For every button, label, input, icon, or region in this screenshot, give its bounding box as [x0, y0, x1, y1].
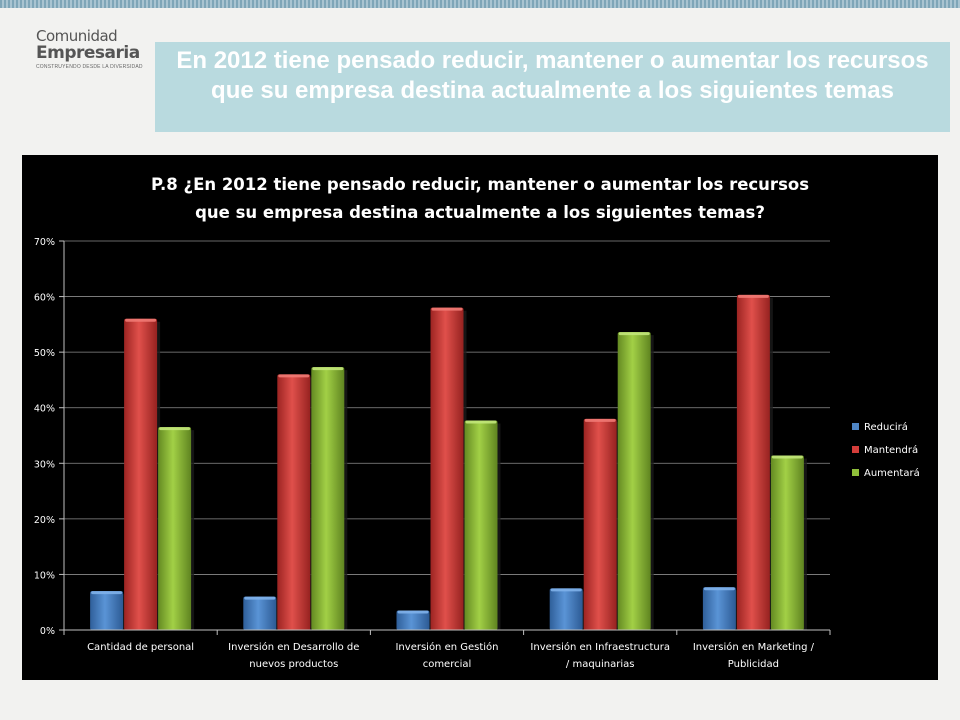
bar-top-highlight: [618, 332, 650, 336]
bar-Mantendrá: [430, 307, 464, 630]
x-tick-label: nuevos productos: [249, 659, 338, 670]
legend-swatch-Reducirá: [852, 423, 859, 430]
chart-title-line: P.8 ¿En 2012 tiene pensado reducir, mant…: [151, 175, 809, 194]
bar-Mantendrá: [583, 418, 617, 630]
legend-swatch-Mantendrá: [852, 446, 859, 453]
y-tick-label: 10%: [34, 570, 55, 581]
x-tick-label: Cantidad de personal: [87, 642, 194, 653]
y-tick-label: 70%: [34, 237, 55, 248]
bar-top-highlight: [584, 418, 616, 422]
x-tick-label: Inversión en Desarrollo de: [228, 641, 359, 653]
chart-title-line: que su empresa destina actualmente a los…: [195, 203, 765, 222]
y-tick-label: 20%: [34, 515, 55, 526]
y-tick-label: 60%: [34, 293, 55, 304]
bar-top-highlight: [397, 610, 429, 614]
y-tick-label: 40%: [34, 404, 55, 415]
bar-top-highlight: [244, 596, 276, 600]
bar-Aumentará: [770, 455, 804, 630]
legend-label: Reducirá: [864, 421, 908, 433]
bar-top-highlight: [159, 427, 191, 431]
bar-Reducirá: [243, 596, 277, 630]
bar-top-highlight: [771, 455, 803, 459]
y-tick-label: 30%: [34, 459, 55, 470]
top-decorative-strip: [0, 0, 960, 8]
x-tick-label: / maquinarias: [566, 659, 635, 670]
bar-Reducirá: [90, 591, 124, 630]
bar-Aumentará: [464, 420, 498, 630]
bar-top-highlight: [737, 294, 769, 298]
x-tick-label: Publicidad: [728, 659, 779, 670]
x-tick-label: Inversión en Infraestructura: [530, 641, 670, 653]
logo-tagline: CONSTRUYENDO DESDE LA DIVERSIDAD: [36, 64, 143, 70]
bar-Reducirá: [396, 610, 430, 630]
y-tick-label: 0%: [40, 626, 55, 637]
y-tick-label: 50%: [34, 348, 55, 359]
chart-container: P.8 ¿En 2012 tiene pensado reducir, mant…: [22, 155, 938, 680]
legend-swatch-Aumentará: [852, 469, 859, 476]
slide-title: En 2012 tiene pensado reducir, mantener …: [176, 47, 929, 104]
bar-top-highlight: [465, 420, 497, 424]
bar-Aumentará: [158, 427, 192, 630]
bar-chart: P.8 ¿En 2012 tiene pensado reducir, mant…: [34, 175, 920, 670]
x-tick-label: Inversión en Marketing /: [693, 641, 815, 653]
bar-Aumentará: [617, 332, 651, 630]
slide-title-band: En 2012 tiene pensado reducir, mantener …: [155, 42, 950, 132]
x-tick-label: Inversión en Gestión: [395, 641, 498, 653]
x-tick-label: comercial: [423, 659, 472, 670]
bar-top-highlight: [431, 307, 463, 311]
bar-Mantendrá: [277, 374, 311, 630]
logo-line-1: Comunidad: [36, 27, 118, 45]
bar-Mantendrá: [736, 294, 770, 630]
bar-top-highlight: [703, 587, 735, 591]
bar-Mantendrá: [124, 318, 158, 630]
logo-line-2: Empresaria: [36, 43, 140, 63]
legend-label: Mantendrá: [864, 444, 918, 456]
bar-top-highlight: [125, 318, 157, 322]
bar-Aumentará: [311, 367, 345, 630]
legend-label: Aumentará: [864, 467, 920, 479]
bar-top-highlight: [550, 588, 582, 592]
bar-top-highlight: [312, 367, 344, 371]
bar-top-highlight: [278, 374, 310, 378]
bar-Reducirá: [702, 587, 736, 630]
bar-top-highlight: [91, 591, 123, 595]
company-logo: Comunidad Empresaria CONSTRUYENDO DESDE …: [36, 28, 166, 78]
bar-Reducirá: [549, 588, 583, 630]
